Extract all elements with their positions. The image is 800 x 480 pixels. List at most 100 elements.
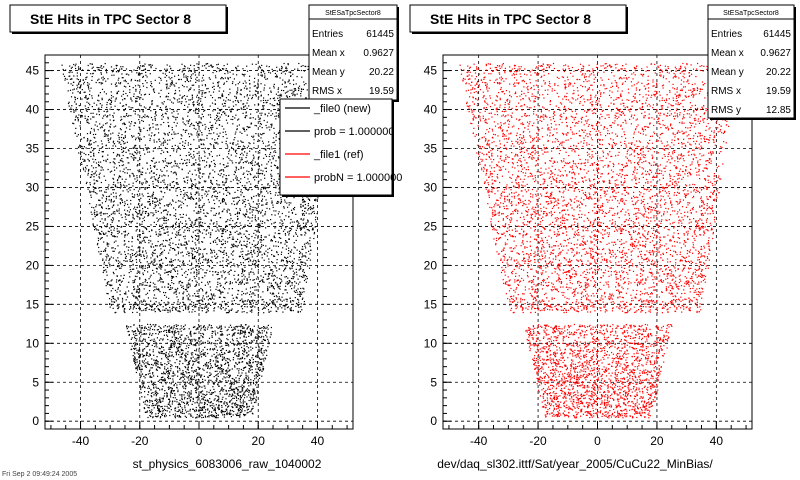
data-point <box>229 231 231 233</box>
data-point <box>243 378 245 380</box>
data-point <box>214 239 216 241</box>
data-point <box>146 351 148 353</box>
data-point <box>183 328 185 331</box>
data-point <box>275 187 277 189</box>
data-point <box>233 250 235 252</box>
data-point <box>179 409 181 411</box>
data-point <box>254 164 256 166</box>
data-point <box>158 367 160 369</box>
data-point <box>228 106 230 108</box>
data-point <box>148 290 151 292</box>
data-point <box>261 342 263 344</box>
data-point <box>225 344 227 346</box>
data-point <box>171 392 174 394</box>
data-point <box>128 211 130 213</box>
data-point <box>229 409 232 411</box>
data-point <box>160 350 162 353</box>
data-point <box>303 279 306 282</box>
data-point <box>187 282 189 284</box>
data-point <box>284 276 286 278</box>
data-point <box>212 274 214 276</box>
data-point <box>234 365 236 367</box>
data-point <box>148 214 150 216</box>
data-point <box>238 386 240 388</box>
data-point <box>240 189 242 191</box>
data-point <box>188 397 190 399</box>
data-point <box>138 171 140 173</box>
data-point <box>309 245 311 248</box>
data-point <box>245 414 247 416</box>
data-point <box>158 176 160 178</box>
data-point <box>231 368 233 370</box>
data-point <box>196 76 198 78</box>
data-point <box>154 324 156 326</box>
data-point <box>242 350 244 352</box>
data-point <box>112 211 114 213</box>
data-point <box>210 293 212 295</box>
data-point <box>230 266 232 268</box>
data-point <box>129 85 131 87</box>
data-point <box>195 387 197 389</box>
data-point <box>301 76 303 78</box>
data-point <box>106 195 108 198</box>
data-point <box>170 204 172 206</box>
data-point <box>266 331 268 333</box>
data-point <box>246 254 248 256</box>
data-point <box>298 85 301 87</box>
data-point <box>208 177 210 179</box>
data-point <box>269 299 271 301</box>
data-point <box>154 79 156 81</box>
data-point <box>251 63 253 65</box>
data-point <box>242 141 244 143</box>
data-point <box>181 227 183 229</box>
data-point <box>213 199 215 201</box>
data-point <box>257 283 259 285</box>
data-point <box>247 173 249 176</box>
data-point <box>232 394 234 397</box>
data-point <box>208 232 210 234</box>
data-point <box>104 218 106 220</box>
data-point <box>294 291 296 293</box>
data-point <box>211 196 213 198</box>
data-point <box>240 306 242 308</box>
data-point <box>198 226 200 228</box>
data-point <box>192 344 194 346</box>
data-point <box>250 394 252 396</box>
data-point <box>207 416 209 418</box>
data-point <box>134 353 136 355</box>
data-point <box>221 409 223 411</box>
data-point <box>274 232 276 234</box>
data-point <box>118 138 120 140</box>
data-point <box>157 210 159 212</box>
data-point <box>271 175 273 177</box>
data-point <box>171 112 173 114</box>
data-point <box>208 77 210 79</box>
data-point <box>244 80 246 82</box>
data-point <box>236 212 239 214</box>
data-point <box>137 80 139 82</box>
data-point <box>252 398 254 400</box>
data-point <box>292 208 295 210</box>
data-point <box>124 201 126 203</box>
data-point <box>226 402 228 404</box>
data-point <box>174 342 176 344</box>
data-point <box>203 307 205 309</box>
data-point <box>275 151 277 153</box>
data-point <box>141 327 143 329</box>
data-point <box>174 413 177 415</box>
data-point <box>136 367 138 369</box>
data-point <box>219 296 221 298</box>
data-point <box>267 220 269 222</box>
data-point <box>289 227 291 229</box>
data-point <box>252 292 254 294</box>
data-point <box>114 169 116 171</box>
data-point <box>187 404 189 406</box>
data-point <box>265 187 267 189</box>
data-point <box>204 346 206 348</box>
data-point <box>238 348 240 350</box>
data-point <box>242 271 244 273</box>
data-point <box>232 397 234 399</box>
data-point <box>188 88 190 90</box>
data-point <box>244 306 246 308</box>
data-point <box>253 389 255 391</box>
